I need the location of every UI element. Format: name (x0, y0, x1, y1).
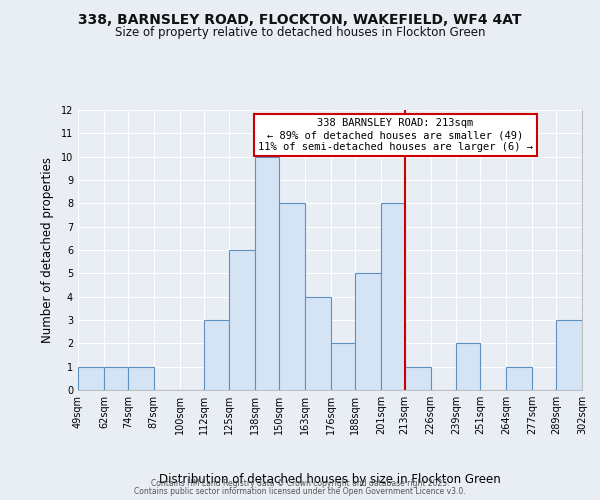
Bar (381, 204, 405, 390)
Bar (355, 274, 381, 390)
Bar (405, 366, 431, 390)
Bar (331, 344, 355, 390)
Bar (279, 204, 305, 390)
Bar (78, 366, 104, 390)
Bar (457, 344, 481, 390)
X-axis label: Distribution of detached houses by size in Flockton Green: Distribution of detached houses by size … (159, 473, 501, 486)
Text: Contains HM Land Registry data © Crown copyright and database right 2025.: Contains HM Land Registry data © Crown c… (151, 478, 449, 488)
Y-axis label: Number of detached properties: Number of detached properties (41, 157, 54, 343)
Bar (104, 366, 128, 390)
Text: Size of property relative to detached houses in Flockton Green: Size of property relative to detached ho… (115, 26, 485, 39)
Bar (255, 156, 279, 390)
Bar (506, 366, 532, 390)
Bar (556, 320, 582, 390)
Text: 338 BARNSLEY ROAD: 213sqm
← 89% of detached houses are smaller (49)
11% of semi-: 338 BARNSLEY ROAD: 213sqm ← 89% of detac… (258, 118, 533, 152)
Bar (203, 320, 229, 390)
Text: 338, BARNSLEY ROAD, FLOCKTON, WAKEFIELD, WF4 4AT: 338, BARNSLEY ROAD, FLOCKTON, WAKEFIELD,… (78, 12, 522, 26)
Text: Contains public sector information licensed under the Open Government Licence v3: Contains public sector information licen… (134, 487, 466, 496)
Bar (305, 296, 331, 390)
Bar (229, 250, 255, 390)
Bar (128, 366, 154, 390)
